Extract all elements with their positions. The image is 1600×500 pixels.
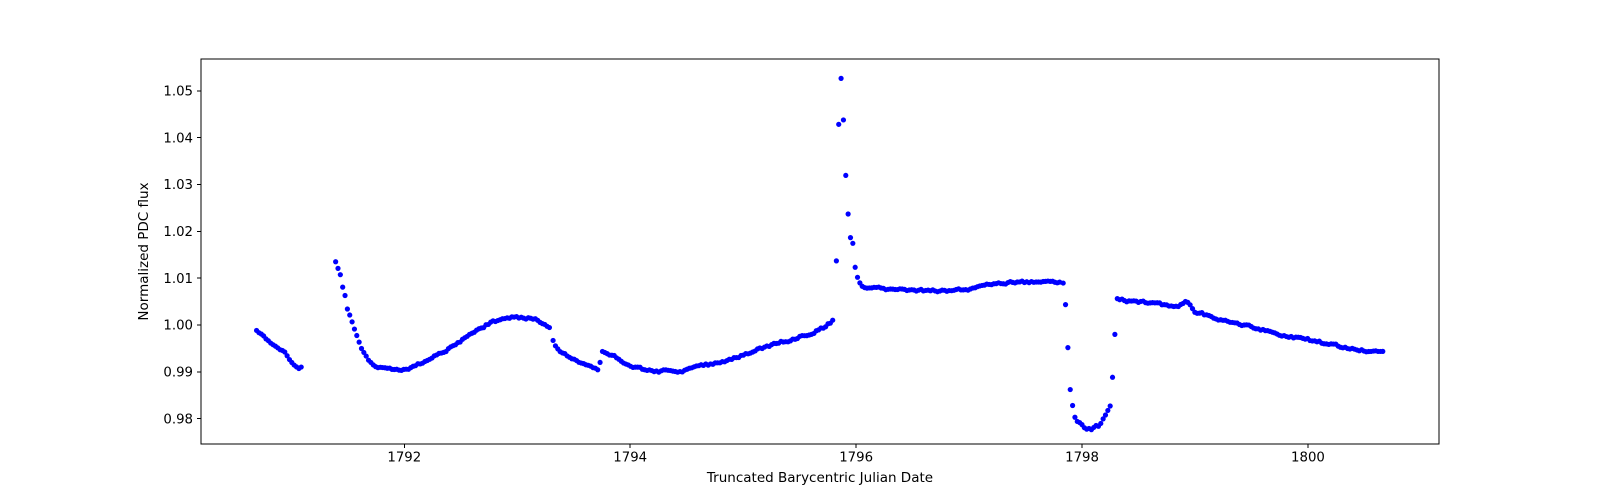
x-axis-label: Truncated Barycentric Julian Date	[706, 470, 933, 486]
x-tick-label: 1800	[1291, 451, 1325, 466]
y-axis-ticks: 0.98 0.99 1.00 1.01 1.02 1.03 1.04 1.05	[163, 84, 201, 427]
scatter-series	[253, 75, 1386, 433]
y-tick-label: 1.05	[163, 84, 193, 99]
x-tick-label: 1796	[839, 451, 873, 466]
x-tick-label: 1798	[1065, 451, 1099, 466]
y-tick-label: 1.02	[163, 225, 193, 240]
y-tick-label: 0.99	[163, 365, 193, 380]
y-tick-label: 1.00	[163, 319, 193, 334]
plot-area	[200, 58, 1440, 445]
y-axis-label: Normalized PDC flux	[136, 182, 152, 320]
x-tick-label: 1792	[387, 451, 421, 466]
y-tick-label: 0.98	[163, 412, 193, 427]
x-axis-ticks: 1792 1794 1796 1798 1800	[387, 444, 1325, 466]
y-tick-label: 1.04	[163, 131, 193, 146]
y-tick-label: 1.03	[163, 178, 193, 193]
y-tick-label: 1.01	[163, 272, 193, 287]
x-tick-label: 1794	[613, 451, 647, 466]
